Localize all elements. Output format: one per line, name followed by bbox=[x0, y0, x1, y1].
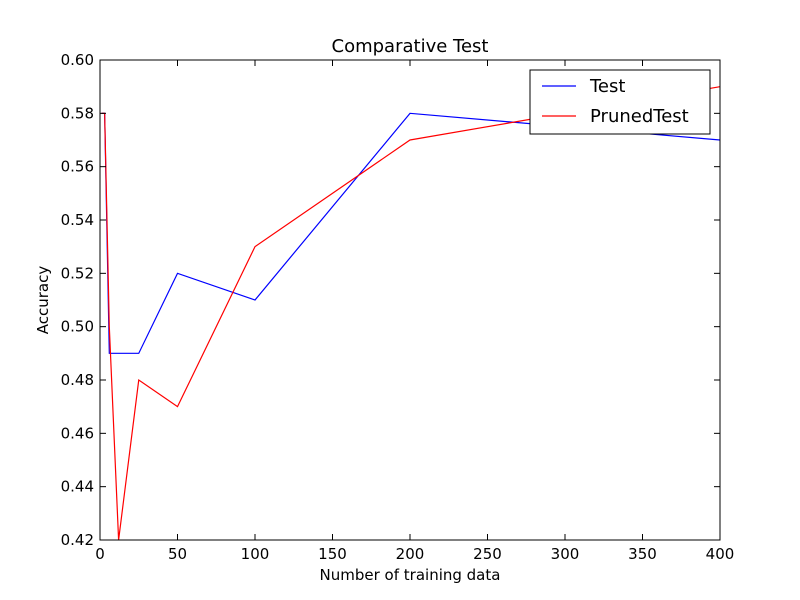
axis-ticks bbox=[99, 59, 721, 541]
y-tick-label: 0.44 bbox=[61, 478, 94, 496]
series-line-prunedtest bbox=[101, 86, 721, 541]
x-tick-label: 350 bbox=[628, 545, 657, 563]
x-tick-label: 400 bbox=[706, 545, 735, 563]
y-tick-label: 0.58 bbox=[61, 104, 94, 122]
y-tick-label: 0.42 bbox=[61, 531, 94, 549]
y-tick-label: 0.50 bbox=[61, 318, 94, 336]
x-tick-label: 150 bbox=[318, 545, 347, 563]
chart-title: Comparative Test bbox=[332, 36, 489, 57]
axis-tick-labels: 0 50 100 150 200 250 300 350 400 0.42 0.44 0.46 0.48… bbox=[61, 51, 735, 563]
x-tick-label: 100 bbox=[241, 545, 270, 563]
y-tick-label: 0.60 bbox=[61, 51, 94, 69]
legend-box bbox=[529, 69, 711, 135]
x-tick-label: 300 bbox=[551, 545, 580, 563]
series-line-test bbox=[101, 112, 721, 354]
x-axis-label: Number of training data bbox=[320, 566, 501, 584]
x-tick-label: 0 bbox=[95, 545, 105, 563]
x-tick-label: 200 bbox=[396, 545, 425, 563]
y-tick-label: 0.56 bbox=[61, 158, 94, 176]
y-tick-label: 0.46 bbox=[61, 424, 94, 442]
y-axis-label: Accuracy bbox=[34, 266, 52, 335]
y-tick-label: 0.48 bbox=[61, 371, 94, 389]
x-tick-label: 50 bbox=[168, 545, 187, 563]
legend: Test PrunedTest bbox=[529, 69, 711, 135]
legend-label-test: Test bbox=[589, 76, 625, 97]
series-lines bbox=[101, 86, 721, 541]
y-tick-label: 0.52 bbox=[61, 264, 94, 282]
y-tick-label: 0.54 bbox=[61, 211, 94, 229]
legend-label-prunedtest: PrunedTest bbox=[590, 106, 689, 127]
x-tick-label: 250 bbox=[473, 545, 502, 563]
